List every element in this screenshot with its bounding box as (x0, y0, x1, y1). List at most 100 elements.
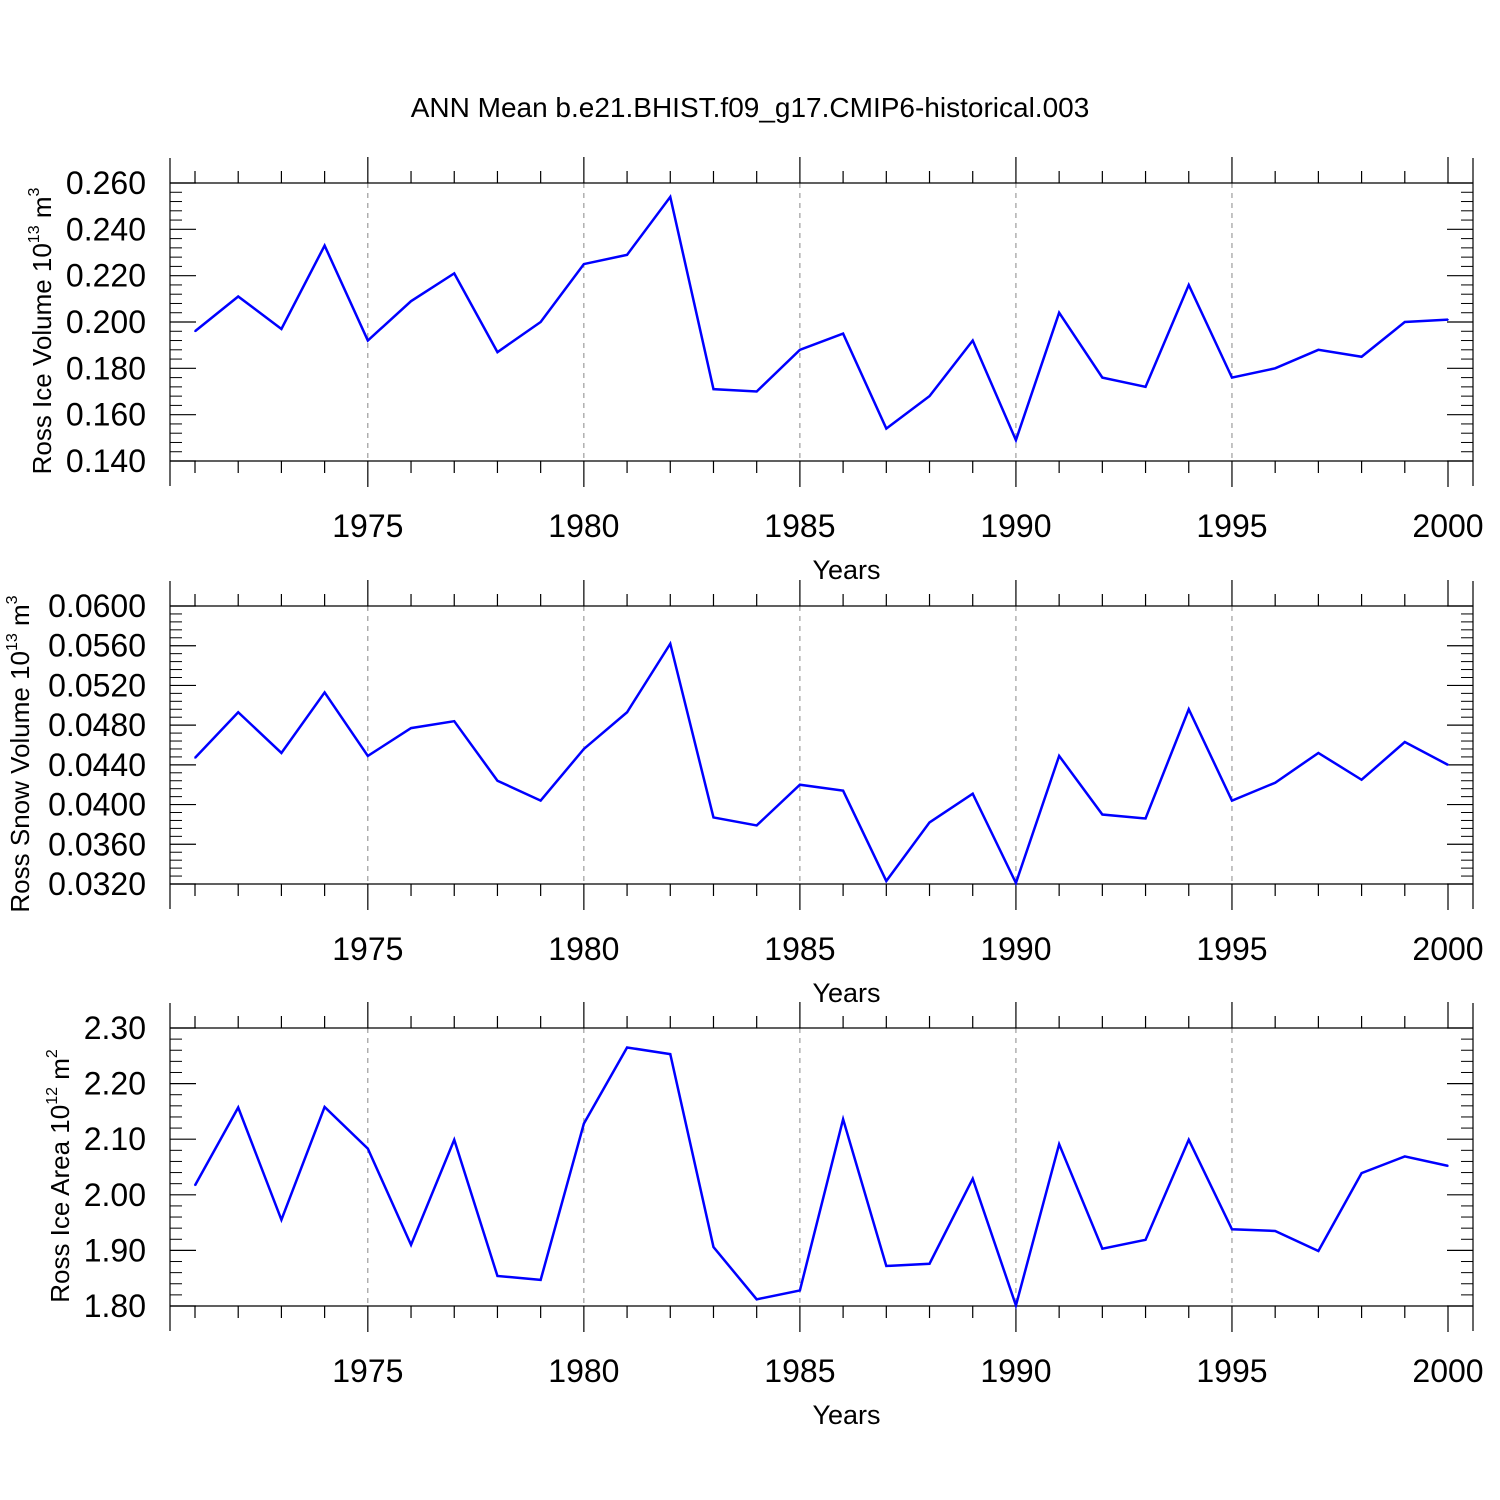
y-tick-label: 2.20 (84, 1066, 146, 1102)
data-point (1101, 376, 1104, 379)
data-point (1187, 284, 1190, 286)
data-point (1231, 376, 1233, 379)
data-point (453, 272, 456, 275)
data-point (367, 1147, 369, 1150)
y-tick-label: 0.0320 (48, 866, 146, 902)
data-point (1058, 1143, 1060, 1146)
data-point (1360, 778, 1363, 781)
data-point (1447, 764, 1449, 766)
data-point (1058, 311, 1060, 314)
data-point (1274, 781, 1276, 784)
x-tick-label: 2000 (1412, 1353, 1483, 1389)
data-point (237, 711, 240, 714)
x-tick-label: 1995 (1196, 508, 1267, 544)
data-point (885, 1265, 888, 1267)
data-point (1015, 439, 1017, 441)
data-point (799, 1289, 801, 1292)
data-point (669, 642, 672, 645)
x-tick-label: 1995 (1196, 1353, 1267, 1389)
data-point (799, 783, 801, 786)
data-point (1101, 813, 1104, 816)
y-tick-label: 2.00 (84, 1177, 146, 1213)
data-point (1317, 752, 1320, 754)
x-tick-label: 1995 (1196, 931, 1267, 967)
panel-3: 1975 1980 1985 1990 1995 2000 Years 1.80 1.90 2.0… (44, 1002, 1484, 1430)
y-tick-label: 2.10 (84, 1121, 146, 1157)
y-tick-label: 0.220 (66, 258, 146, 294)
data-point (885, 427, 888, 430)
data-point (1187, 1138, 1190, 1141)
data-point (755, 390, 758, 393)
data-point (712, 388, 715, 390)
data-point (1447, 1165, 1449, 1167)
data-point (799, 349, 801, 351)
data-point (1231, 1228, 1233, 1231)
data-point (280, 328, 283, 330)
data-point (712, 816, 715, 819)
data-point (323, 1106, 326, 1108)
y-axis-label-part: m (45, 1058, 75, 1087)
data-point (1403, 321, 1406, 323)
y-tick-label: 0.0480 (48, 707, 146, 743)
x-axis-label: Years (812, 1400, 880, 1430)
data-point (280, 752, 283, 754)
data-point (626, 254, 628, 256)
series-line (194, 193, 1449, 444)
y-axis-label-superscript: 13 (4, 633, 21, 651)
series-line (193, 1046, 1449, 1310)
data-point (496, 1275, 499, 1277)
y-axis-label-superscript: 3 (26, 187, 43, 196)
y-axis-label-part: Ross Ice Volume 10 (27, 243, 57, 474)
data-point (1101, 1247, 1104, 1250)
y-axis-label-superscript: 3 (4, 595, 21, 604)
data-point (453, 720, 456, 722)
data-point (323, 691, 326, 694)
data-point (1058, 755, 1060, 757)
x-tick-label: 1975 (332, 931, 403, 967)
y-axis-label-part: Ross Ice Area 10 (45, 1105, 75, 1303)
x-axis-label: Years (812, 555, 880, 585)
data-point (410, 300, 412, 302)
y-axis-label: Ross Ice Volume 1013 m3 (26, 187, 57, 474)
data-point (539, 1279, 542, 1281)
data-point (194, 757, 196, 759)
data-point (928, 395, 931, 397)
data-point (1187, 708, 1190, 711)
x-tick-label: 1980 (548, 508, 619, 544)
data-point (1015, 882, 1017, 884)
panel-1: 1975 1980 1985 1990 1995 2000 Years 0.140 0.160 0… (26, 157, 1484, 585)
data-point (237, 295, 240, 298)
y-axis-label-superscript: 2 (44, 1049, 61, 1058)
figure-title: ANN Mean b.e21.BHIST.f09_g17.CMIP6-histo… (410, 92, 1090, 123)
y-tick-label: 0.0520 (48, 667, 146, 703)
y-tick-label: 1.80 (84, 1288, 146, 1324)
y-tick-label: 0.0400 (48, 787, 146, 823)
data-point (583, 1122, 585, 1125)
y-tick-label: 0.140 (66, 443, 146, 479)
data-point (669, 1053, 672, 1055)
x-tick-label: 2000 (1412, 931, 1483, 967)
data-point (583, 748, 585, 750)
data-point (842, 789, 844, 792)
y-tick-label: 0.0600 (48, 588, 146, 624)
y-axis-label-superscript: 13 (26, 225, 43, 243)
series-line (194, 640, 1449, 887)
data-point (626, 1046, 628, 1049)
x-tick-label: 1990 (980, 931, 1051, 967)
y-tick-label: 0.160 (66, 397, 146, 433)
data-point (539, 799, 542, 802)
y-tick-label: 0.200 (66, 304, 146, 340)
data-point (971, 1177, 974, 1180)
y-tick-label: 0.260 (66, 165, 146, 201)
x-tick-label: 1985 (764, 508, 835, 544)
x-tick-label: 1985 (764, 1353, 835, 1389)
y-axis-label: Ross Ice Area 1012 m2 (44, 1049, 75, 1303)
data-point (237, 1106, 240, 1109)
data-point (928, 821, 931, 824)
y-tick-label: 0.180 (66, 350, 146, 386)
data-point (194, 1184, 196, 1187)
data-point (971, 792, 974, 795)
data-point (453, 1138, 456, 1141)
data-point (712, 1246, 715, 1248)
